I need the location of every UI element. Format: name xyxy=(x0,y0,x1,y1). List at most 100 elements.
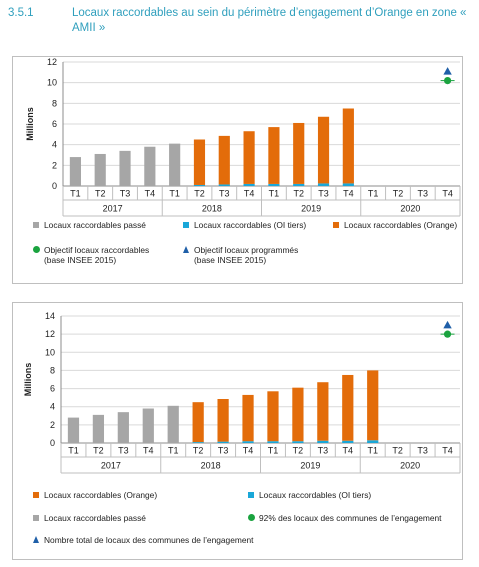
legend-label: Locaux raccordables passé xyxy=(44,220,146,230)
legend-triangle-icon xyxy=(183,246,189,253)
x-tick-label: T4 xyxy=(143,446,154,456)
legend-label: Objectif locaux programmés xyxy=(194,245,299,255)
legend-circle-icon xyxy=(33,246,40,253)
bar-passe xyxy=(167,405,179,443)
bar-orange xyxy=(268,127,280,184)
y-tick-label: 12 xyxy=(47,57,57,67)
x-tick-label: T4 xyxy=(343,189,354,199)
bar-oi_tiers xyxy=(193,184,206,186)
x-tick-label: T3 xyxy=(218,446,229,456)
x-tick-label: T1 xyxy=(269,189,280,199)
marker-objectif xyxy=(443,330,452,338)
bar-orange xyxy=(192,402,204,443)
x-group-label: 2019 xyxy=(300,461,320,471)
bar-oi_tiers xyxy=(342,440,354,443)
marker-programmes xyxy=(443,320,452,329)
bar-orange xyxy=(217,399,229,442)
bar-orange xyxy=(218,135,230,185)
x-tick-label: T3 xyxy=(418,189,429,199)
bar-passe xyxy=(119,150,131,186)
y-tick-label: 2 xyxy=(50,420,55,430)
y-axis-label: Millions xyxy=(23,363,33,397)
legend-label: Locaux raccordables (OI tiers) xyxy=(259,490,372,500)
legend-label: Locaux raccordables (Orange) xyxy=(344,220,458,230)
legend-label: Nombre total de locaux des communes de l… xyxy=(44,535,254,545)
y-tick-label: 6 xyxy=(52,119,57,129)
x-tick-label: T4 xyxy=(442,446,453,456)
x-tick-label: T4 xyxy=(343,446,354,456)
x-tick-label: T3 xyxy=(118,446,129,456)
bar-orange xyxy=(293,122,305,184)
legend-label: 92% des locaux des communes de l’engagem… xyxy=(259,513,442,523)
y-tick-label: 2 xyxy=(52,160,57,170)
y-tick-label: 8 xyxy=(52,98,57,108)
chart-2: 0 2 4 6 8 10 12 14 Millions T1 T2 T3 T4 T1 T2 T3 T4 T1 T2 T… xyxy=(12,302,463,560)
x-tick-label: T2 xyxy=(95,189,106,199)
y-tick-label: 4 xyxy=(52,140,57,150)
x-group-label: 2018 xyxy=(201,461,221,471)
bar-oi_tiers xyxy=(342,183,354,186)
x-group-label: 2020 xyxy=(400,461,420,471)
bar-oi_tiers xyxy=(317,440,329,443)
legend-triangle-icon xyxy=(33,536,39,543)
bar-oi_tiers xyxy=(218,184,230,186)
section-number: 3.5.1 xyxy=(8,7,34,19)
x-group-label: 2020 xyxy=(400,204,420,214)
legend-label-block: Objectif locaux raccordables (base INSEE… xyxy=(44,245,149,265)
x-tick-label: T2 xyxy=(193,446,204,456)
y-tick-label: 10 xyxy=(47,78,57,88)
legend-label: Locaux raccordables (OI tiers) xyxy=(194,220,307,230)
x-tick-label: T2 xyxy=(293,446,304,456)
bar-passe xyxy=(169,143,181,186)
bar-oi_tiers xyxy=(242,441,254,443)
x-group-label: 2017 xyxy=(101,461,121,471)
bar-passe xyxy=(144,146,156,186)
x-tick-label: T4 xyxy=(442,189,453,199)
chart-2-plot: 0 2 4 6 8 10 12 14 Millions T1 T2 T3 T4 T1 T2 T3 T4 T1 T2 T… xyxy=(23,311,461,474)
legend-label-block: Objectif locaux programmés (base INSEE 2… xyxy=(194,245,298,265)
x-tick-label: T1 xyxy=(169,189,180,199)
x-tick-label: T3 xyxy=(417,446,428,456)
section-title: Locaux raccordables au sein du périmètre… xyxy=(72,7,467,34)
x-tick-label: T1 xyxy=(367,446,378,456)
y-axis-label: Millions xyxy=(25,107,35,141)
x-tick-label: T3 xyxy=(219,189,230,199)
bar-passe xyxy=(142,408,154,443)
x-tick-label: T2 xyxy=(393,189,404,199)
legend-swatch-gray xyxy=(33,222,39,228)
bar-oi_tiers xyxy=(317,183,330,186)
bar-orange xyxy=(342,108,354,184)
bar-orange xyxy=(242,394,254,442)
bar-passe xyxy=(69,157,81,186)
x-tick-label: T1 xyxy=(368,189,379,199)
y-tick-label: 6 xyxy=(50,384,55,394)
marker-programmes xyxy=(443,67,452,75)
legend-label: Locaux raccordables passé xyxy=(44,513,146,523)
bar-orange xyxy=(342,374,354,441)
bar-orange xyxy=(193,139,206,185)
bar-orange xyxy=(292,387,304,442)
y-tick-label: 4 xyxy=(50,402,55,412)
bar-oi_tiers xyxy=(367,440,379,443)
bar-passe xyxy=(92,414,105,443)
bar-oi_tiers xyxy=(268,183,280,186)
x-tick-label: T3 xyxy=(318,446,329,456)
bar-passe xyxy=(94,153,106,186)
x-tick-label: T3 xyxy=(120,189,131,199)
bar-oi_tiers xyxy=(267,441,279,443)
x-tick-label: T2 xyxy=(194,189,205,199)
x-tick-label: T4 xyxy=(243,446,254,456)
x-tick-label: T1 xyxy=(168,446,179,456)
bar-orange xyxy=(243,131,255,184)
x-tick-label: T2 xyxy=(93,446,104,456)
legend-label-line2: (base INSEE 2015) xyxy=(194,255,267,265)
x-tick-label: T1 xyxy=(68,446,79,456)
legend-swatch-gray xyxy=(33,515,39,521)
y-tick-label: 14 xyxy=(45,311,55,321)
x-group-label: 2017 xyxy=(103,204,123,214)
chart-1-plot: 0 2 4 6 8 10 12 Millions T1 T2 T3 T4 T1 T2 T3 T4 T1 T2 T3 T… xyxy=(25,57,461,217)
x-tick-label: T1 xyxy=(268,446,279,456)
bar-orange xyxy=(317,382,329,441)
legend-circle-icon xyxy=(248,514,255,521)
bar-passe xyxy=(117,412,129,443)
